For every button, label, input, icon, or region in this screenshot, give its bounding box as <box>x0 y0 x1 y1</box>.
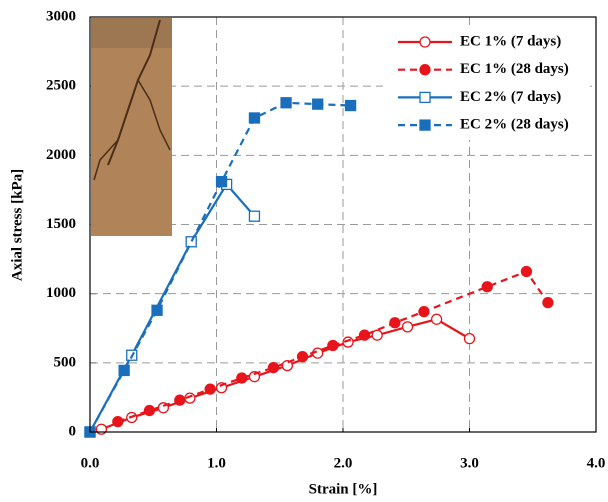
marker <box>185 236 197 248</box>
x-tick-label: 2.0 <box>334 455 353 471</box>
x-tick-label: 1.0 <box>207 455 226 471</box>
marker <box>118 364 130 377</box>
x-tick-label: 0.0 <box>81 455 100 471</box>
marker <box>248 210 261 222</box>
legend <box>383 26 590 140</box>
x-tick-label: 3.0 <box>460 455 479 471</box>
marker <box>401 321 414 333</box>
legend-items: EC 1% (7 days) EC 1% (28 days) EC 2% (7 da… <box>398 33 569 133</box>
y-tick-label: 0 <box>69 423 77 439</box>
legend-label: EC 1% (7 days) <box>460 33 561 49</box>
plot <box>84 97 554 438</box>
series-line <box>89 101 351 433</box>
marker <box>204 383 216 395</box>
y-tick-label: 500 <box>54 354 77 370</box>
marker <box>95 423 108 435</box>
marker <box>112 415 124 428</box>
marker <box>174 394 186 406</box>
y-tick-label: 2500 <box>46 78 76 94</box>
marker <box>296 350 309 363</box>
marker <box>430 313 443 325</box>
legend-marker <box>419 36 431 48</box>
specimen-photo <box>91 18 172 236</box>
y-tick-label: 2000 <box>46 147 76 163</box>
marker <box>463 332 476 345</box>
marker <box>280 97 292 109</box>
marker <box>281 359 293 372</box>
marker <box>344 99 357 112</box>
legend-marker <box>419 91 431 104</box>
marker <box>151 304 163 316</box>
legend-label: EC 2% (28 days) <box>460 117 569 133</box>
marker <box>542 297 554 309</box>
marker <box>143 404 156 417</box>
marker <box>312 98 324 110</box>
y-tick-label: 3000 <box>46 8 76 24</box>
marker <box>327 339 339 352</box>
marker <box>248 112 261 124</box>
y-axis-label: Axial stress [kPa] <box>9 169 25 281</box>
marker <box>481 281 493 293</box>
marker <box>389 317 401 329</box>
legend-label: EC 2% (7 days) <box>460 89 561 105</box>
marker <box>236 372 248 384</box>
marker <box>418 305 430 318</box>
y-tick-label: 1500 <box>46 216 76 232</box>
x-tick-label: 4.0 <box>587 455 606 471</box>
marker <box>215 175 228 188</box>
axes-frame <box>89 16 597 433</box>
y-tick-label: 1000 <box>46 285 76 301</box>
marker <box>520 265 533 278</box>
marker <box>358 329 371 341</box>
marker <box>371 329 383 341</box>
marker <box>267 362 280 374</box>
legend-marker <box>419 64 431 76</box>
x-axis-label: Strain [%] <box>309 481 378 497</box>
legend-label: EC 1% (28 days) <box>460 61 569 77</box>
legend-marker <box>419 119 431 131</box>
